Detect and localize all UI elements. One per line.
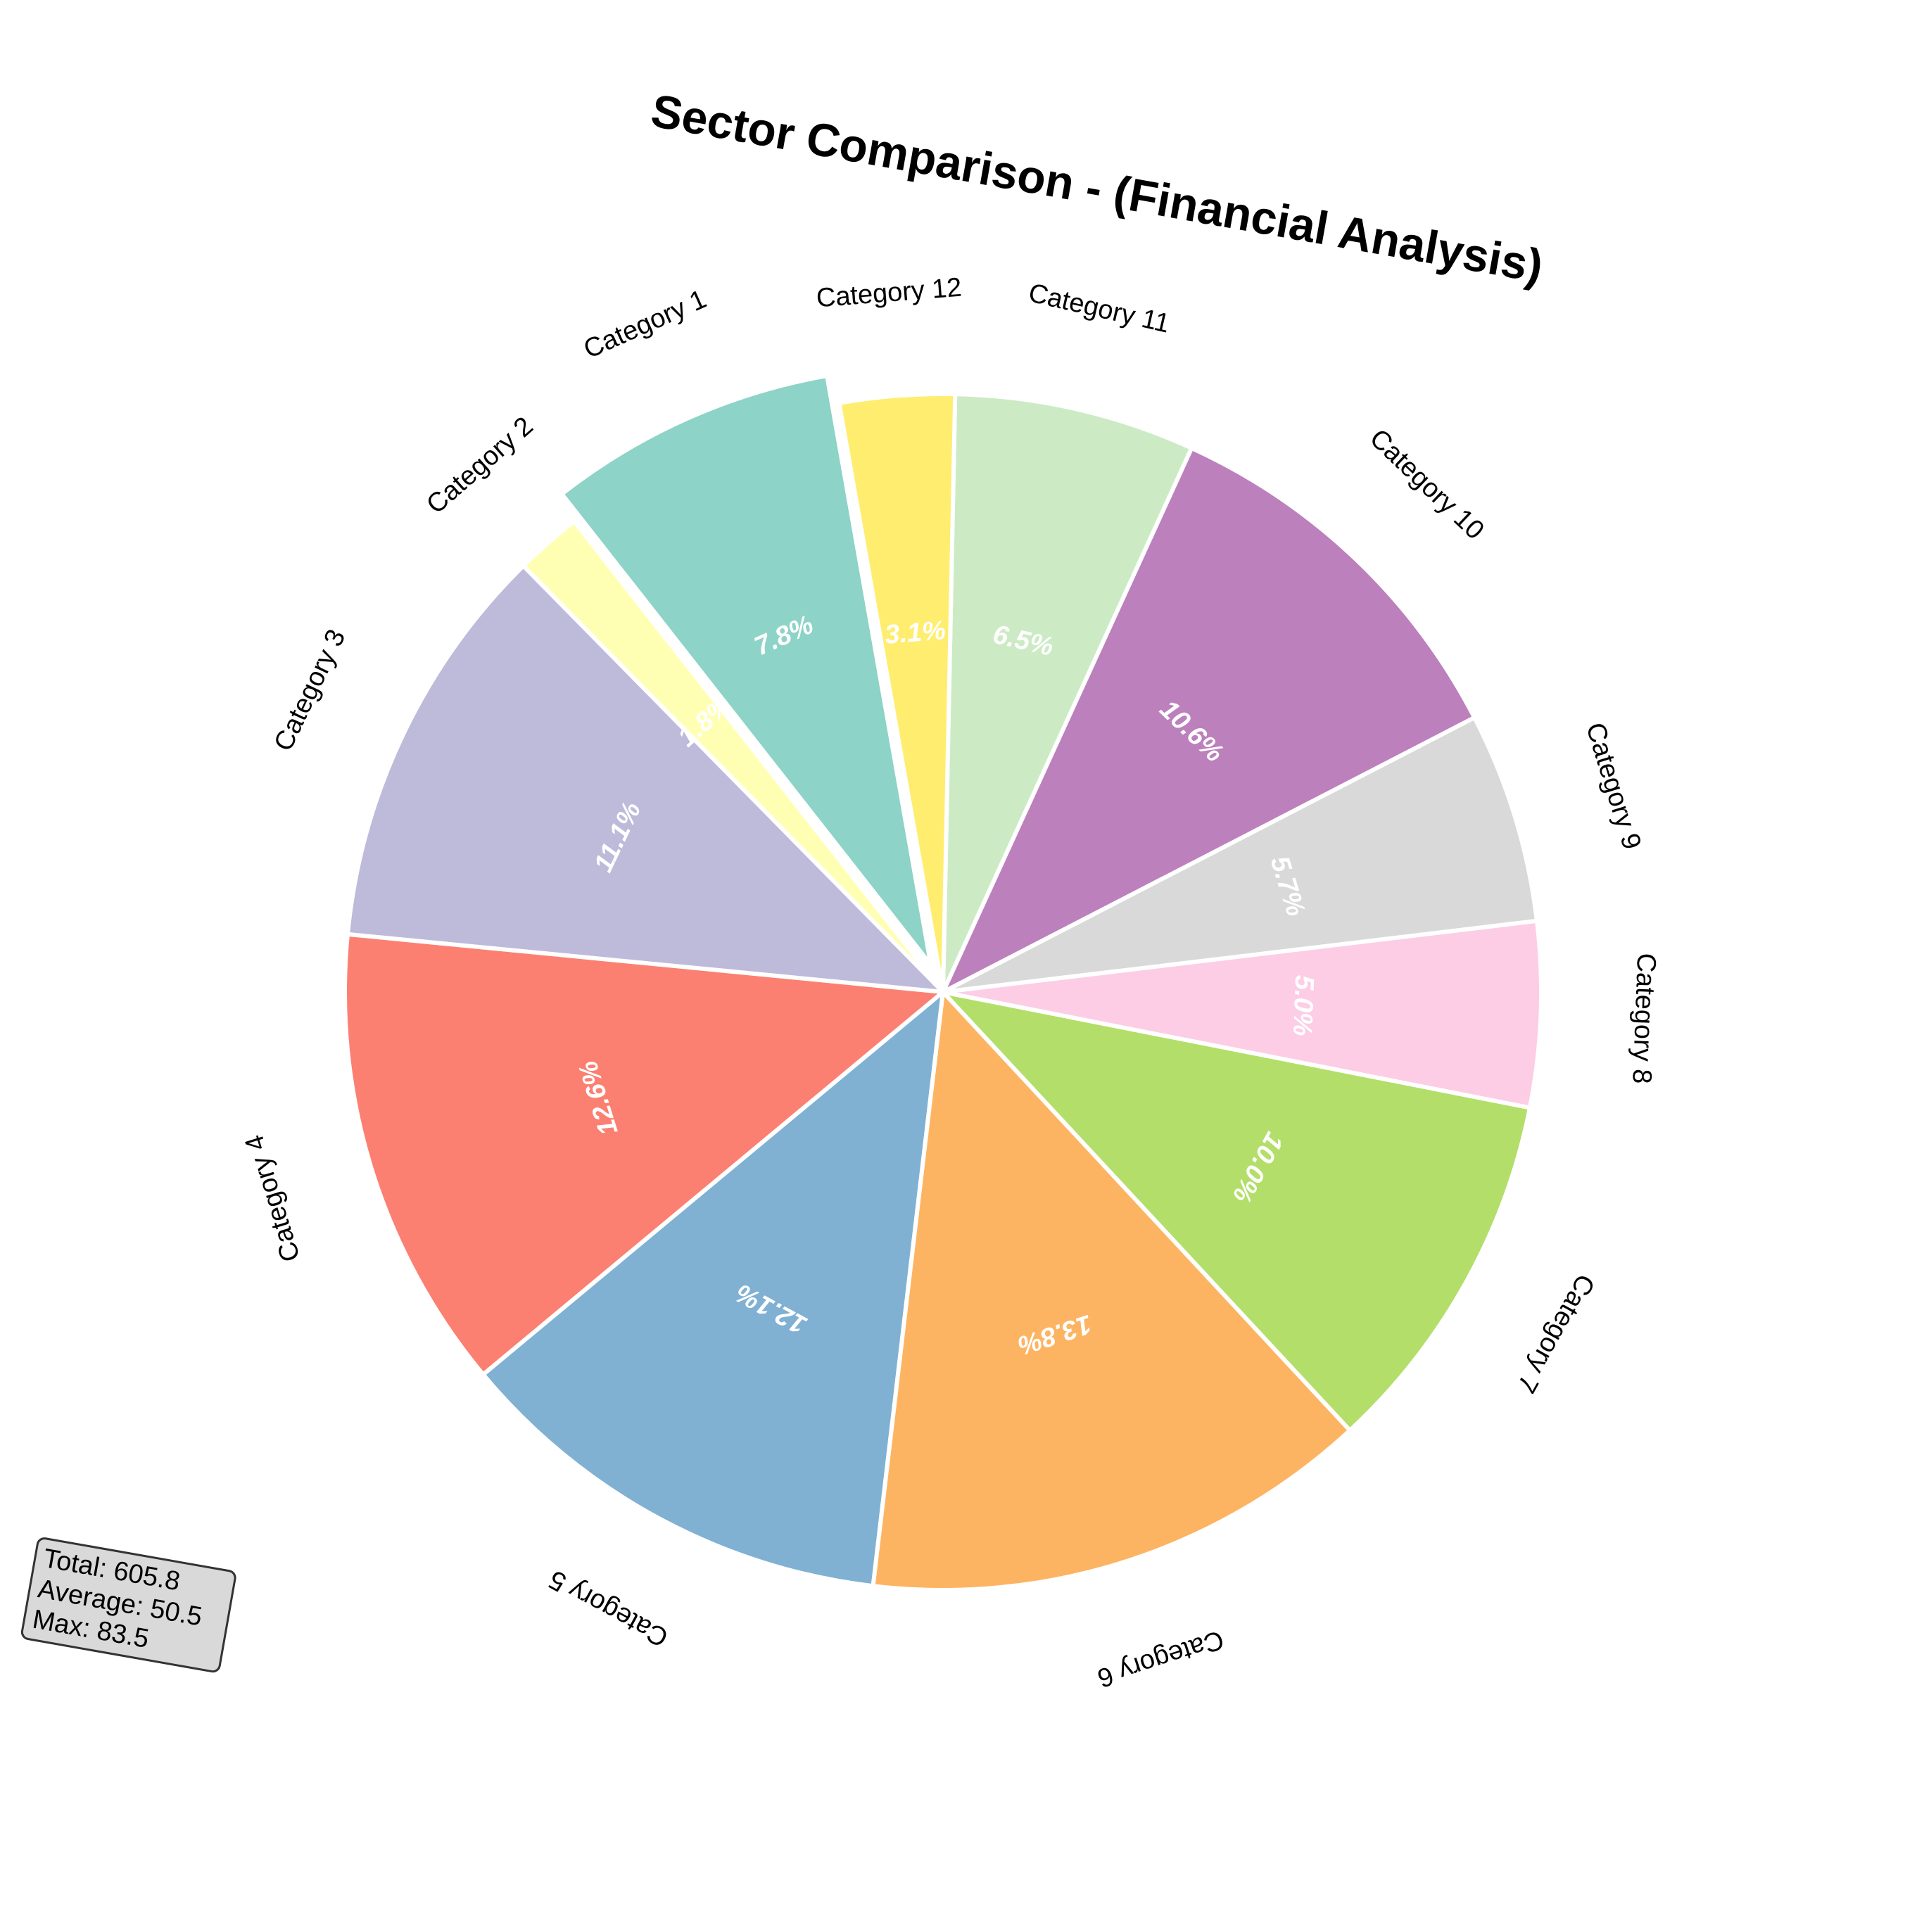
category-label-6: Category 6 bbox=[1094, 1624, 1227, 1693]
pie-slice-6 bbox=[871, 990, 1353, 1592]
pie-slice-10 bbox=[941, 445, 1477, 994]
category-label-5: Category 5 bbox=[544, 1564, 673, 1653]
pie-slices bbox=[343, 374, 1543, 1592]
category-label-12: Category 12 bbox=[815, 273, 963, 314]
category-label-7: Category 7 bbox=[1511, 1269, 1600, 1398]
percent-label-8: 5.0% bbox=[1287, 974, 1319, 1036]
pie-slice-3 bbox=[345, 564, 945, 994]
stats-box-background bbox=[20, 1537, 236, 1673]
percent-label-12: 3.1% bbox=[884, 616, 947, 650]
category-label-11: Category 11 bbox=[1026, 278, 1172, 338]
category-label-3: Category 3 bbox=[269, 625, 352, 756]
stats-box: Total: 605.8 Average: 50.5 Max: 83.5 bbox=[20, 1537, 236, 1673]
chart-title: Sector Comparison - (Financial Analysis) bbox=[647, 84, 1547, 292]
pie-slice-4 bbox=[343, 932, 945, 1377]
category-label-2: Category 2 bbox=[421, 411, 538, 519]
pie-slice-8 bbox=[941, 918, 1543, 1110]
category-label-4: Category 4 bbox=[239, 1131, 306, 1265]
pie-slice-11 bbox=[941, 392, 1194, 994]
pie-slice-12 bbox=[837, 392, 958, 994]
pie-slice-9 bbox=[941, 715, 1539, 994]
category-label-10: Category 10 bbox=[1364, 424, 1490, 545]
category-label-9: Category 9 bbox=[1580, 719, 1647, 853]
pie-slice-5 bbox=[481, 990, 945, 1589]
pie-slice-1 bbox=[559, 374, 933, 967]
pie-slice-7 bbox=[941, 990, 1532, 1433]
category-label-1: Category 1 bbox=[579, 284, 711, 364]
category-label-8: Category 8 bbox=[1626, 953, 1661, 1084]
